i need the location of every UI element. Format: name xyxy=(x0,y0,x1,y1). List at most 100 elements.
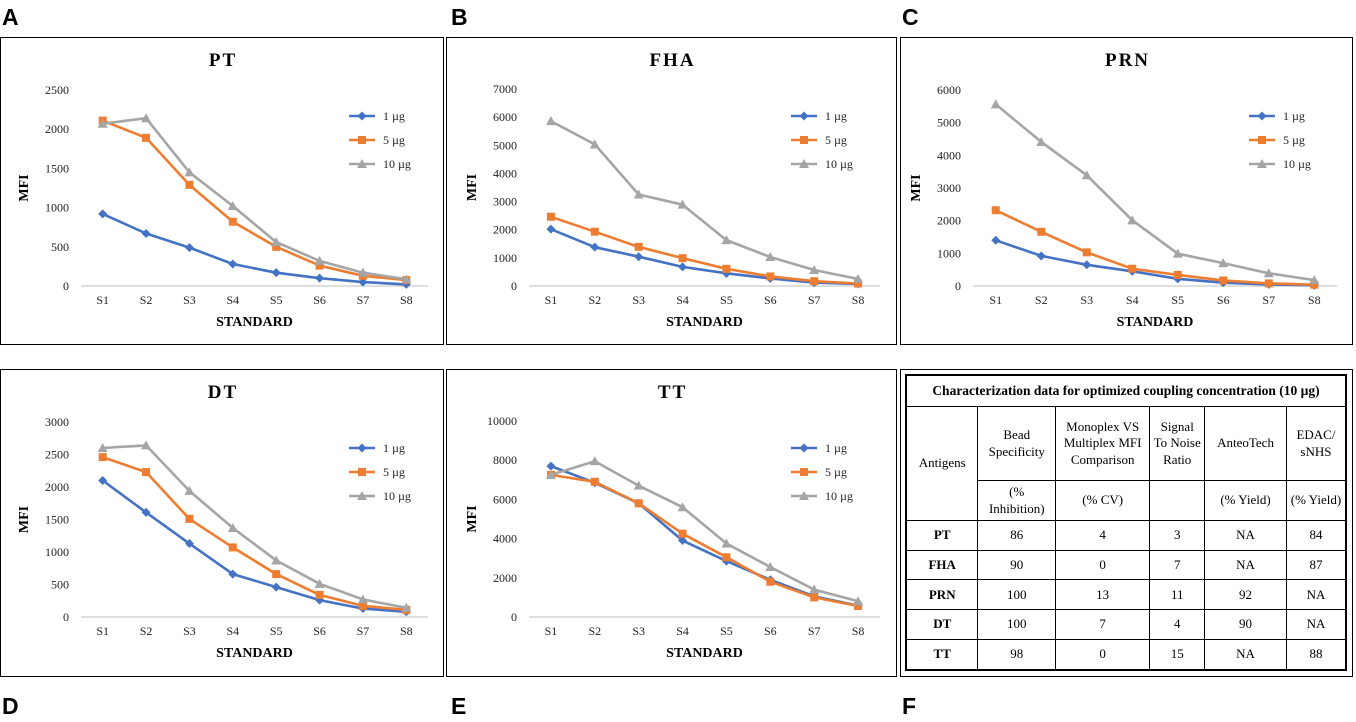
y-tick-label: 7000 xyxy=(493,82,517,96)
x-tick-label: S7 xyxy=(357,293,370,307)
data-point xyxy=(141,228,151,238)
chart-panel-pt: PT 0 500 1000 1500 2000 2500 S1 S2 S3 S4 S5 S6 S7 S8 ST… xyxy=(0,37,444,345)
y-tick-label: 6000 xyxy=(493,492,517,506)
y-tick-label: 2000 xyxy=(937,214,961,228)
y-tick-label: 3000 xyxy=(937,181,961,195)
data-point xyxy=(991,235,1001,245)
x-tick-label: S8 xyxy=(1308,293,1321,307)
chart-pt: PT 0 500 1000 1500 2000 2500 S1 S2 S3 S4 S5 S6 S7 S8 ST… xyxy=(17,50,428,330)
data-point xyxy=(228,569,238,579)
legend-label: 10 µg xyxy=(383,157,411,171)
legend-label: 5 µg xyxy=(825,465,847,479)
x-axis-title: STANDARD xyxy=(216,646,293,661)
table-cell: NA xyxy=(1285,579,1347,611)
y-tick-label: 1000 xyxy=(45,545,69,559)
data-point xyxy=(991,206,1000,215)
data-point xyxy=(184,539,194,549)
y-tick-label: 2000 xyxy=(45,122,69,136)
table-cell: 4 xyxy=(1149,609,1206,640)
data-point xyxy=(590,227,599,236)
data-point xyxy=(227,522,238,532)
table-cell: 100 xyxy=(977,609,1057,640)
chart-tt: TT 0 2000 4000 6000 8000 10000 S1 S2 S3 S4 S5 S6 S7 S8… xyxy=(465,382,880,661)
chart-panel-fha: FHA 0 1000 2000 3000 4000 5000 6000 7000 S1 S2 S3 S4… xyxy=(446,37,897,345)
data-point xyxy=(401,274,412,284)
data-point xyxy=(721,235,732,245)
x-tick-label: S6 xyxy=(313,624,326,638)
table-panel: Characterization data for optimized coup… xyxy=(900,369,1353,677)
series-line-pt-3 xyxy=(102,116,407,281)
y-tick-label: 2000 xyxy=(493,571,517,585)
table-row: PRN 100 13 11 92 NA xyxy=(905,579,1347,611)
chart-panel-tt: TT 0 2000 4000 6000 8000 10000 S1 S2 S3 S4 S5 S6 S7 S8… xyxy=(446,369,897,677)
x-tick-label: S5 xyxy=(720,624,733,638)
data-point xyxy=(1218,258,1229,268)
data-point xyxy=(184,485,195,495)
unit-monoplex-multiplex: (% CV) xyxy=(1055,480,1151,521)
y-tick-label: 2000 xyxy=(45,480,69,494)
legend-marker xyxy=(357,111,367,121)
data-point xyxy=(314,578,325,588)
panel-label-c: C xyxy=(902,4,919,30)
data-point xyxy=(228,543,237,552)
row-antigen: FHA xyxy=(905,549,979,581)
y-tick-label: 2500 xyxy=(45,83,69,97)
series-line-fha-2 xyxy=(550,215,859,285)
legend-label: 1 µg xyxy=(1283,109,1305,123)
series-line-prn-3 xyxy=(994,103,1315,282)
data-point xyxy=(185,514,194,523)
header-anteotech: AnteoTech xyxy=(1204,406,1287,481)
data-point xyxy=(142,468,151,477)
data-point xyxy=(98,209,108,219)
legend-marker xyxy=(1257,111,1267,121)
panel-label-d: D xyxy=(2,693,19,719)
panel-label-e: E xyxy=(451,693,467,719)
x-tick-label: S3 xyxy=(183,293,196,307)
unit-bead-specificity: (% Inhibition) xyxy=(977,480,1057,521)
data-point xyxy=(590,477,599,486)
data-point xyxy=(272,242,281,251)
table-row: FHA 90 0 7 NA 87 xyxy=(905,549,1347,581)
x-tick-label: S4 xyxy=(1126,293,1139,307)
legend-marker xyxy=(357,443,367,453)
y-tick-label: 1000 xyxy=(937,246,961,260)
legend-label: 1 µg xyxy=(825,109,847,123)
characterization-table: Characterization data for optimized coup… xyxy=(905,374,1347,671)
data-point xyxy=(271,268,281,278)
y-axis-title: MFI xyxy=(909,174,924,201)
x-axis-title: STANDARD xyxy=(1117,315,1194,330)
legend-marker xyxy=(358,136,366,144)
table-cell: 7 xyxy=(1149,549,1206,581)
data-point xyxy=(97,118,108,128)
data-point xyxy=(1081,170,1092,180)
chart-title: DT xyxy=(208,382,238,403)
x-tick-label: S4 xyxy=(676,293,689,307)
x-tick-label: S7 xyxy=(1262,293,1275,307)
data-point xyxy=(678,254,687,263)
header-signal-noise: Signal To Noise Ratio xyxy=(1149,406,1206,481)
series-line-prn-2 xyxy=(995,209,1315,286)
y-tick-label: 0 xyxy=(511,279,517,293)
x-tick-label: S4 xyxy=(676,624,689,638)
chart-dt: DT 0 500 1000 1500 2000 2500 3000 S1 S2 S3 S4 S5 S6 S7… xyxy=(17,382,428,661)
series-line-tt-1 xyxy=(550,464,859,607)
legend-label: 5 µg xyxy=(383,465,405,479)
data-point xyxy=(810,277,819,286)
data-point xyxy=(809,584,820,594)
table-cell: NA xyxy=(1285,609,1347,640)
data-point xyxy=(810,593,819,602)
data-point xyxy=(721,268,731,278)
data-point xyxy=(184,243,194,253)
data-point xyxy=(1036,251,1046,261)
legend-label: 5 µg xyxy=(1283,133,1305,147)
legend-label: 1 µg xyxy=(383,109,405,123)
table-cell: NA xyxy=(1204,549,1287,581)
data-point xyxy=(271,582,281,592)
chart-title: PRN xyxy=(1105,50,1150,71)
header-bead-specificity: Bead Specificity xyxy=(977,406,1057,481)
row-antigen: PRN xyxy=(905,579,979,611)
data-point xyxy=(315,273,325,283)
data-point xyxy=(853,596,864,606)
y-tick-label: 6000 xyxy=(937,83,961,97)
chart-title: PT xyxy=(209,50,237,71)
